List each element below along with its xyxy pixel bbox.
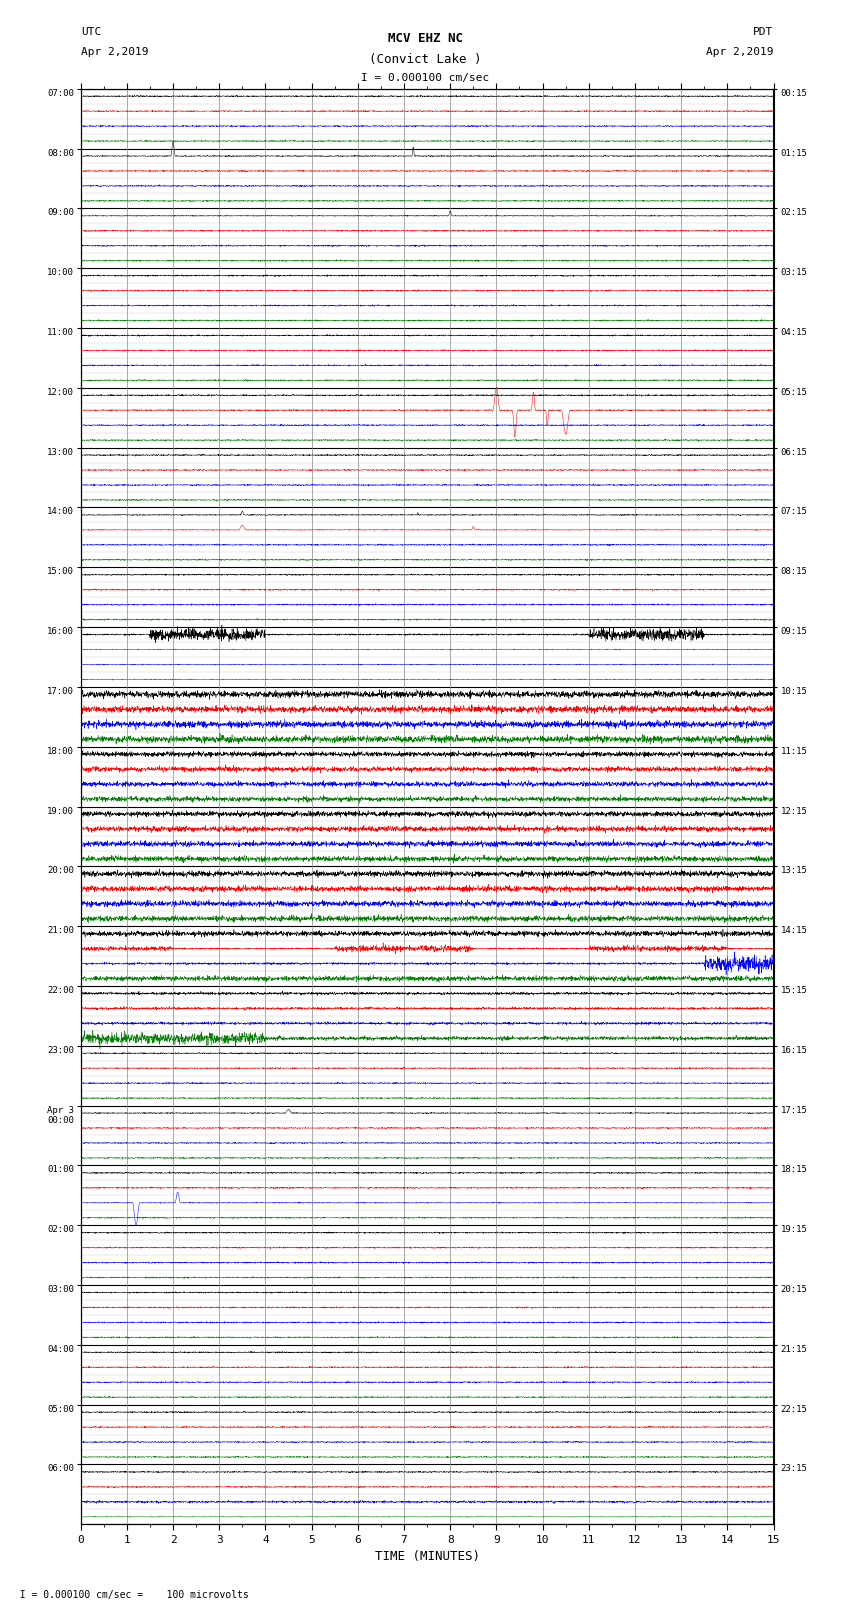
- X-axis label: TIME (MINUTES): TIME (MINUTES): [375, 1550, 479, 1563]
- Text: Apr 2,2019: Apr 2,2019: [706, 47, 774, 56]
- Text: UTC: UTC: [81, 27, 101, 37]
- Text: PDT: PDT: [753, 27, 774, 37]
- Text: Apr 2,2019: Apr 2,2019: [81, 47, 148, 56]
- Text: I = 0.000100 cm/sec =    100 microvolts: I = 0.000100 cm/sec = 100 microvolts: [8, 1590, 249, 1600]
- Text: (Convict Lake ): (Convict Lake ): [369, 53, 481, 66]
- Text: MCV EHZ NC: MCV EHZ NC: [388, 32, 462, 45]
- Text: I = 0.000100 cm/sec: I = 0.000100 cm/sec: [361, 73, 489, 82]
